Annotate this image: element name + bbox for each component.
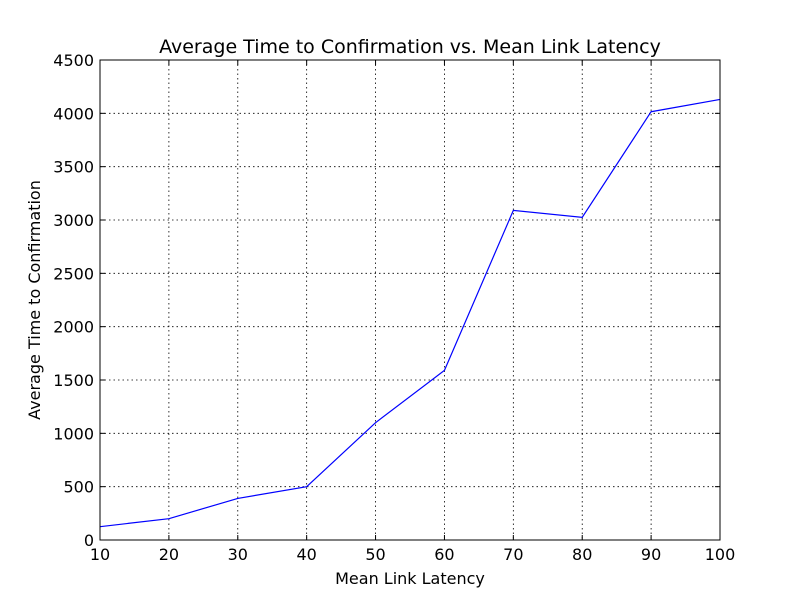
x-tick-label: 80 <box>572 545 592 564</box>
x-tick-labels: 10 20 30 40 50 60 70 80 90 100 <box>90 545 735 564</box>
y-tick-label: 1000 <box>53 424 94 443</box>
series-layer <box>99 98 721 528</box>
y-tick-label: 4500 <box>53 51 94 70</box>
y-tick-label: 0 <box>84 531 94 550</box>
x-tick-label: 10 <box>90 545 110 564</box>
x-tick-label: 100 <box>705 545 736 564</box>
y-tick-label: 2000 <box>53 318 94 337</box>
x-tick-label: 40 <box>296 545 316 564</box>
y-tick-labels: 0 500 1000 1500 2000 2500 3000 3500 4000 4500 <box>53 51 94 550</box>
x-tick-label: 50 <box>365 545 385 564</box>
y-axis-label: Average Time to Confirmation <box>25 180 44 420</box>
plot-area-frame <box>99 59 721 541</box>
x-tick-label: 30 <box>228 545 248 564</box>
chart-title: Average Time to Confirmation vs. Mean Li… <box>159 36 661 58</box>
tick-marks <box>99 59 721 541</box>
y-tick-label: 1500 <box>53 371 94 390</box>
x-tick-label: 70 <box>503 545 523 564</box>
x-tick-label: 20 <box>159 545 179 564</box>
y-tick-label: 4000 <box>53 104 94 123</box>
series-line-0 <box>99 98 721 528</box>
y-tick-label: 3500 <box>53 158 94 177</box>
x-tick-label: 60 <box>434 545 454 564</box>
y-tick-label: 2500 <box>53 264 94 283</box>
x-tick-label: 90 <box>641 545 661 564</box>
grid-lines <box>100 60 720 540</box>
y-tick-label: 500 <box>63 478 94 497</box>
x-axis-label: Mean Link Latency <box>335 569 485 588</box>
y-tick-label: 3000 <box>53 211 94 230</box>
